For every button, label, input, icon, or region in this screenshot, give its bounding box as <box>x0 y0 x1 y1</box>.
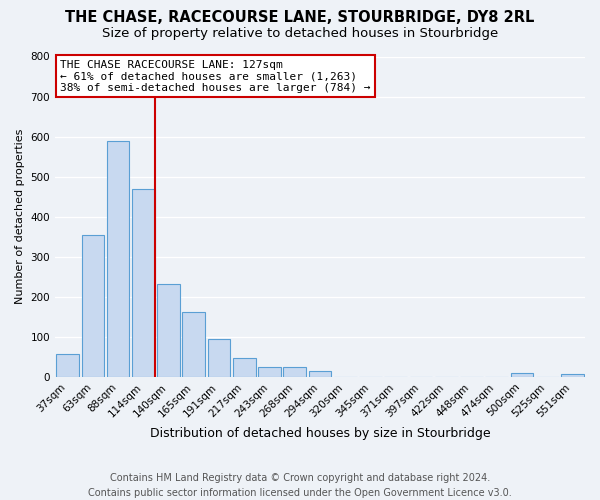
Bar <box>157 284 180 377</box>
Y-axis label: Number of detached properties: Number of detached properties <box>15 129 25 304</box>
Bar <box>182 312 205 377</box>
X-axis label: Distribution of detached houses by size in Stourbridge: Distribution of detached houses by size … <box>150 427 490 440</box>
Bar <box>561 374 584 377</box>
Text: Size of property relative to detached houses in Stourbridge: Size of property relative to detached ho… <box>102 28 498 40</box>
Bar <box>132 188 155 377</box>
Bar <box>233 358 256 377</box>
Bar <box>208 339 230 377</box>
Bar <box>258 367 281 377</box>
Bar <box>82 234 104 377</box>
Bar <box>56 354 79 377</box>
Bar <box>308 370 331 377</box>
Bar <box>511 373 533 377</box>
Text: THE CHASE, RACECOURSE LANE, STOURBRIDGE, DY8 2RL: THE CHASE, RACECOURSE LANE, STOURBRIDGE,… <box>65 10 535 25</box>
Text: THE CHASE RACECOURSE LANE: 127sqm
← 61% of detached houses are smaller (1,263)
3: THE CHASE RACECOURSE LANE: 127sqm ← 61% … <box>61 60 371 93</box>
Bar <box>283 367 306 377</box>
Text: Contains HM Land Registry data © Crown copyright and database right 2024.
Contai: Contains HM Land Registry data © Crown c… <box>88 472 512 498</box>
Bar <box>107 142 130 377</box>
